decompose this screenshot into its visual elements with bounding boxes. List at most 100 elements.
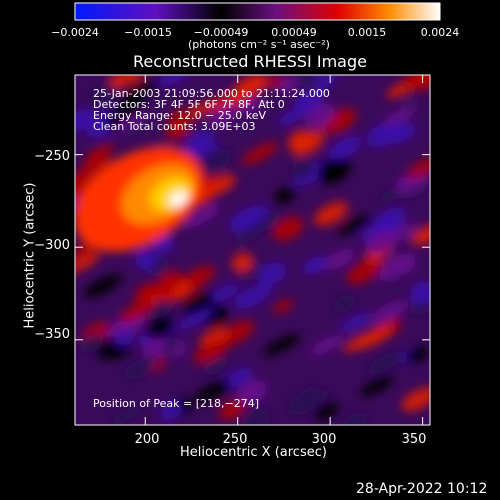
colorbar: −0.0024 −0.0015 −0.00049 0.00049 0.0015 … — [0, 0, 500, 60]
image-blob — [199, 327, 229, 348]
image-blob — [223, 367, 253, 389]
image-blob — [115, 330, 135, 346]
image-blob — [406, 346, 430, 364]
image-blob — [135, 249, 157, 271]
x-tick-label: 350 — [401, 432, 427, 447]
image-blob — [183, 205, 220, 228]
annotation-counts: Clean Total counts: 3.09E+03 — [93, 120, 256, 133]
image-blob — [402, 75, 430, 88]
image-blob — [234, 284, 272, 309]
image-blob — [328, 136, 362, 160]
image-blob — [387, 123, 417, 144]
image-blob — [377, 257, 413, 280]
image-blob — [75, 109, 96, 132]
image-blob — [313, 201, 349, 226]
image-blob — [296, 75, 319, 86]
y-tick-label: −300 — [34, 238, 70, 253]
image-blob — [134, 282, 160, 302]
image-blob — [383, 106, 417, 126]
image-blob — [118, 81, 157, 104]
x-tick-label: 250 — [222, 432, 248, 447]
image-blob — [143, 337, 167, 359]
image-blob — [156, 284, 176, 300]
colorbar-svg — [74, 2, 441, 21]
image-blob — [83, 274, 123, 299]
image-blob — [143, 299, 174, 321]
image-blob — [323, 249, 355, 270]
image-blob — [336, 214, 372, 236]
image-blob — [315, 75, 337, 88]
image-blob — [218, 399, 247, 420]
colorbar-gradient — [74, 2, 441, 21]
image-blob — [369, 301, 408, 325]
image-blob — [346, 259, 383, 285]
image-blob — [109, 75, 129, 89]
image-blob — [119, 299, 155, 323]
image-blob — [146, 316, 175, 340]
image-blob — [207, 174, 236, 195]
image-blob — [343, 332, 376, 353]
y-tick-label: −350 — [34, 327, 70, 342]
image-blob — [401, 387, 430, 412]
annotation-detectors: Detectors: 3F 4F 5F 6F 7F 8F, Att 0 — [93, 98, 285, 111]
image-blob — [115, 112, 148, 132]
image-blob — [375, 214, 399, 237]
image-blob — [231, 252, 254, 273]
y-axis-label: Heliocentric Y (arcsec) — [22, 182, 38, 329]
image-blob — [340, 313, 371, 333]
image-blob — [317, 158, 348, 183]
image-blob — [108, 404, 145, 425]
image-blob — [229, 205, 268, 232]
image-blob — [165, 119, 192, 140]
peak-emission — [169, 191, 188, 207]
annotation-time-range: 25-Jan-2003 21:09:56.000 to 21:11:24.000 — [93, 87, 330, 100]
colorbar-tick: −0.0024 — [51, 26, 99, 39]
image-blob — [310, 335, 343, 356]
footer-date: 28-Apr-2022 10:12 — [356, 481, 488, 497]
image-blob — [411, 224, 430, 246]
image-blob — [272, 216, 304, 241]
image-blob — [378, 187, 403, 204]
image-blob — [177, 307, 215, 330]
image-blob — [277, 76, 300, 93]
image-blob — [293, 89, 325, 113]
image-blob — [291, 158, 313, 180]
heatmap-image — [75, 75, 430, 425]
image-blob — [303, 256, 328, 275]
image-blob — [233, 75, 268, 98]
image-blob — [85, 143, 115, 162]
colorbar-tick: 0.00049 — [271, 26, 317, 39]
image-blob — [258, 262, 287, 285]
x-tick-label: 200 — [134, 432, 160, 447]
image-blob — [366, 229, 398, 255]
image-blob — [367, 351, 403, 375]
image-blob — [92, 91, 117, 107]
x-tick-label: 300 — [311, 432, 337, 447]
image-blob — [241, 408, 271, 425]
image-blob — [406, 156, 430, 179]
image-blob — [163, 282, 193, 302]
image-blob — [241, 142, 279, 165]
image-blob — [237, 380, 267, 405]
annotation-energy-range: Energy Range: 12.0 − 25.0 keV — [93, 109, 267, 122]
image-blob — [75, 252, 101, 274]
image-blob — [340, 411, 369, 425]
plot-frame — [74, 74, 431, 426]
image-blob — [211, 283, 239, 302]
image-blob — [104, 104, 141, 130]
annotation-peak-position: Position of Peak = [218,−274] — [93, 397, 260, 410]
colorbar-tick: −0.00049 — [193, 26, 249, 39]
image-blob — [103, 316, 142, 341]
y-tick-label: −250 — [34, 149, 70, 164]
image-blob — [410, 295, 430, 316]
image-blob — [332, 294, 357, 313]
x-axis-label: Heliocentric X (arcsec) — [180, 445, 327, 460]
image-blob — [313, 402, 340, 421]
image-blob — [160, 402, 183, 421]
image-blob — [207, 104, 240, 126]
colorbar-tick: −0.0015 — [124, 26, 172, 39]
image-blob — [79, 333, 104, 353]
image-blob — [273, 299, 294, 314]
